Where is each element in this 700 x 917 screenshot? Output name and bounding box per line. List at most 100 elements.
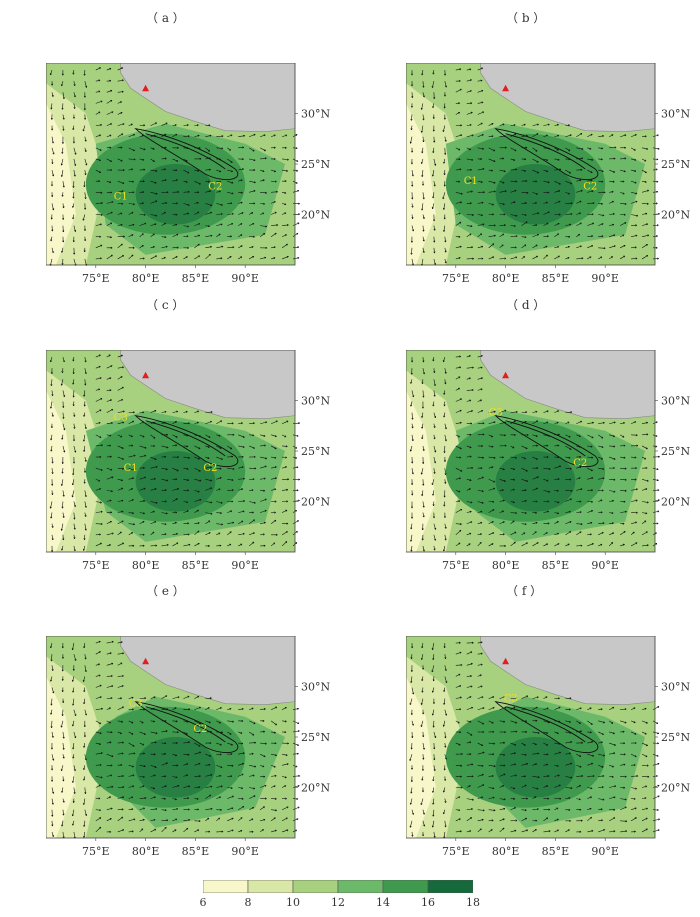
- wind-arrowhead: [482, 433, 485, 436]
- wind-arrow: [609, 213, 615, 215]
- wind-arrowhead: [635, 200, 638, 203]
- wind-arrowhead: [471, 388, 474, 392]
- wind-arrow: [576, 720, 581, 724]
- wind-arrow: [139, 797, 147, 799]
- wind-arrowhead: [220, 785, 223, 788]
- wind-arrow: [554, 124, 559, 126]
- wind-arrowhead: [132, 180, 134, 183]
- wind-arrow: [598, 798, 605, 801]
- wind-arrow: [543, 235, 549, 238]
- wind-arrow: [477, 533, 482, 536]
- wind-arrowhead: [613, 796, 616, 799]
- wind-arrowhead: [600, 511, 603, 514]
- wind-arrowhead: [546, 731, 549, 734]
- wind-arrow: [72, 754, 75, 759]
- wind-arrow: [521, 256, 525, 260]
- wind-arrow: [432, 654, 435, 660]
- wind-arrow: [260, 445, 266, 447]
- wind-arrow: [139, 828, 144, 833]
- wind-arrow: [565, 543, 570, 547]
- wind-arrowhead: [295, 829, 298, 832]
- wind-arrow: [150, 122, 157, 126]
- wind-arrow: [499, 158, 504, 160]
- wind-arrowhead: [459, 830, 462, 833]
- wind-arrow: [106, 90, 113, 93]
- wind-arrowhead: [422, 95, 425, 98]
- wind-arrow: [84, 456, 87, 462]
- wind-arrowhead: [72, 690, 75, 693]
- wind-arrow: [194, 490, 200, 493]
- wind-arrowhead: [493, 742, 496, 745]
- wind-arrowhead: [556, 764, 559, 767]
- wind-arrow: [238, 520, 244, 524]
- wind-arrow: [51, 665, 54, 671]
- wind-arrowhead: [72, 128, 75, 131]
- wind-arrowhead: [503, 764, 506, 767]
- wind-arrowhead: [218, 721, 221, 724]
- wind-arrowhead: [72, 205, 75, 208]
- wind-arrowhead: [444, 382, 447, 385]
- wind-arrowhead: [579, 785, 581, 787]
- wind-arrowhead: [433, 140, 436, 143]
- wind-arrow: [631, 158, 637, 161]
- wind-arrow: [521, 445, 528, 449]
- wind-arrowhead: [443, 768, 446, 771]
- wind-arrow: [432, 357, 435, 362]
- wind-arrowhead: [284, 466, 287, 469]
- wind-arrow: [117, 243, 123, 249]
- wind-arrow: [598, 532, 604, 536]
- wind-arrowhead: [655, 246, 658, 249]
- wind-arrowhead: [109, 796, 111, 799]
- wind-arrowhead: [460, 398, 462, 401]
- lon-tick-bottom: 90°E: [591, 272, 619, 285]
- wind-arrow: [238, 245, 243, 249]
- wind-arrow: [620, 798, 627, 800]
- wind-arrowhead: [110, 236, 112, 239]
- wind-arrowhead: [469, 233, 472, 236]
- wind-arrowhead: [547, 191, 550, 194]
- wind-arrowhead: [547, 510, 549, 513]
- wind-arrowhead: [197, 169, 200, 172]
- wind-arrowhead: [513, 787, 516, 790]
- wind-arrowhead: [481, 744, 484, 747]
- wind-arrowhead: [410, 549, 413, 552]
- wind-arrow: [205, 235, 213, 238]
- wind-arrowhead: [545, 696, 548, 699]
- wind-arrowhead: [262, 765, 265, 768]
- wind-arrow: [576, 488, 583, 491]
- wind-arrow: [433, 831, 436, 838]
- wind-arrow: [410, 820, 413, 828]
- wind-arrowhead: [286, 255, 289, 258]
- wind-arrowhead: [174, 124, 177, 127]
- wind-arrow: [488, 256, 495, 260]
- wind-arrow: [410, 798, 413, 805]
- wind-arrow: [455, 434, 460, 438]
- wind-arrow: [106, 434, 112, 437]
- wind-arrowhead: [132, 477, 135, 480]
- wind-arrowhead: [514, 189, 517, 192]
- wind-arrow: [249, 787, 255, 789]
- wind-arrow: [532, 776, 540, 778]
- wind-arrowhead: [197, 695, 200, 698]
- wind-arrowhead: [122, 706, 124, 709]
- wind-arrowhead: [84, 372, 87, 375]
- wind-arrowhead: [176, 146, 179, 149]
- wind-arrow: [543, 222, 549, 226]
- wind-arrowhead: [469, 446, 472, 449]
- wind-arrow: [128, 168, 133, 171]
- wind-arrowhead: [479, 674, 482, 677]
- wind-arrow: [205, 180, 210, 183]
- wind-arrow: [598, 808, 603, 811]
- wind-arrowhead: [481, 476, 484, 479]
- wind-arrow: [83, 643, 86, 648]
- wind-arrowhead: [481, 257, 484, 260]
- wind-arrow: [183, 731, 188, 735]
- wind-arrow: [292, 806, 300, 810]
- lat-tick-right: 30°N: [661, 108, 690, 121]
- wind-arrowhead: [470, 225, 473, 228]
- wind-arrowhead: [165, 512, 168, 515]
- wind-arrow: [292, 232, 299, 237]
- wind-arrowhead: [602, 477, 605, 480]
- wind-arrow: [281, 466, 287, 469]
- wind-arrow: [172, 434, 178, 438]
